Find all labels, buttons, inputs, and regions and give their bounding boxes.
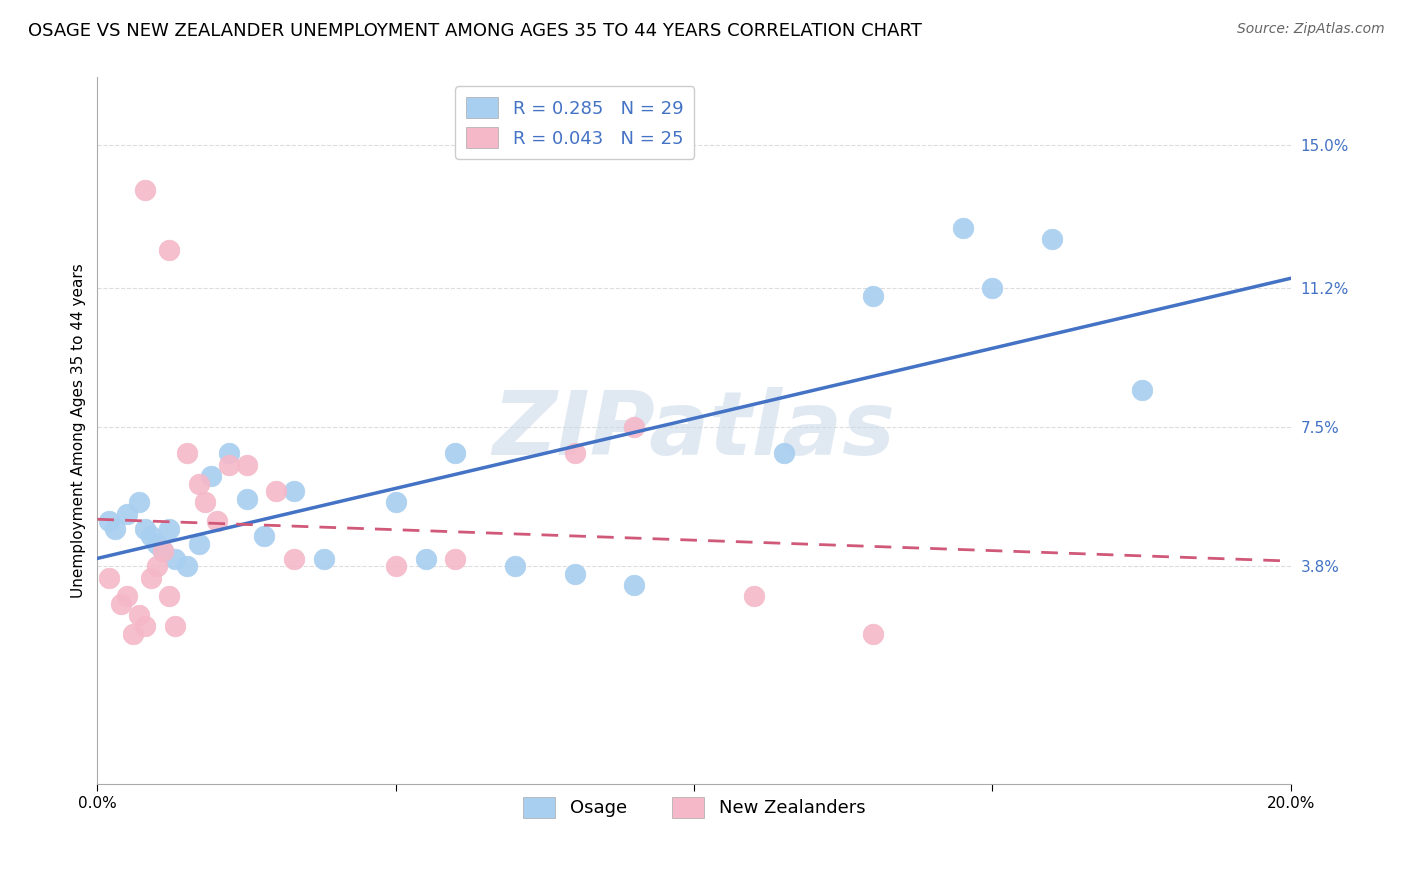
Point: [283, 484, 305, 499]
Point: [623, 420, 645, 434]
Point: [253, 529, 276, 543]
Point: [564, 446, 586, 460]
Point: [187, 537, 209, 551]
Point: [128, 495, 150, 509]
Point: [157, 522, 180, 536]
Point: [444, 551, 467, 566]
Point: [283, 551, 305, 566]
Point: [163, 619, 186, 633]
Point: [194, 495, 217, 509]
Point: [128, 608, 150, 623]
Point: [981, 281, 1004, 295]
Point: [98, 514, 121, 528]
Point: [115, 590, 138, 604]
Point: [742, 590, 765, 604]
Point: [862, 627, 884, 641]
Point: [218, 458, 240, 472]
Text: ZIPatlas: ZIPatlas: [492, 387, 896, 475]
Point: [952, 220, 974, 235]
Point: [115, 507, 138, 521]
Point: [314, 551, 336, 566]
Point: [444, 446, 467, 460]
Point: [266, 484, 288, 499]
Point: [503, 559, 526, 574]
Point: [146, 537, 169, 551]
Text: OSAGE VS NEW ZEALANDER UNEMPLOYMENT AMONG AGES 35 TO 44 YEARS CORRELATION CHART: OSAGE VS NEW ZEALANDER UNEMPLOYMENT AMON…: [28, 22, 922, 40]
Point: [1040, 232, 1063, 246]
Point: [152, 544, 174, 558]
Point: [104, 522, 127, 536]
Point: [157, 244, 180, 258]
Point: [134, 183, 156, 197]
Point: [564, 566, 586, 581]
Point: [122, 627, 145, 641]
Point: [415, 551, 437, 566]
Point: [163, 551, 186, 566]
Point: [139, 571, 162, 585]
Point: [134, 619, 156, 633]
Point: [176, 446, 198, 460]
Point: [384, 495, 406, 509]
Point: [384, 559, 406, 574]
Point: [139, 529, 162, 543]
Y-axis label: Unemployment Among Ages 35 to 44 years: Unemployment Among Ages 35 to 44 years: [72, 263, 86, 599]
Point: [146, 559, 169, 574]
Point: [157, 590, 180, 604]
Point: [1130, 383, 1153, 397]
Point: [187, 476, 209, 491]
Point: [862, 288, 884, 302]
Legend: Osage, New Zealanders: Osage, New Zealanders: [516, 789, 873, 825]
Text: Source: ZipAtlas.com: Source: ZipAtlas.com: [1237, 22, 1385, 37]
Point: [110, 597, 132, 611]
Point: [200, 469, 222, 483]
Point: [623, 578, 645, 592]
Point: [134, 522, 156, 536]
Point: [152, 544, 174, 558]
Point: [205, 514, 228, 528]
Point: [98, 571, 121, 585]
Point: [235, 458, 257, 472]
Point: [218, 446, 240, 460]
Point: [176, 559, 198, 574]
Point: [772, 446, 794, 460]
Point: [235, 491, 257, 506]
